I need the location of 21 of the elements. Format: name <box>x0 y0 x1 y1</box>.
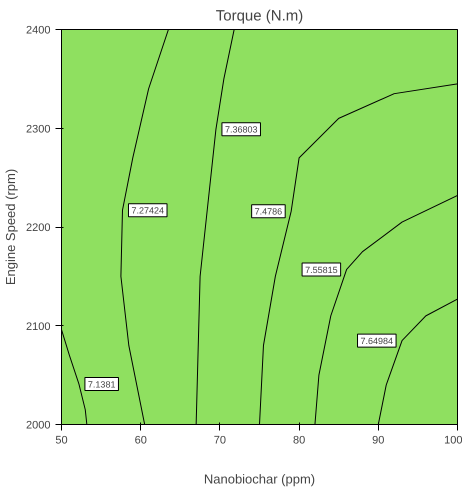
line-series <box>62 329 88 424</box>
series-label: 7.4786 <box>254 206 282 217</box>
series-label: 7.1381 <box>88 380 116 390</box>
x-tick-label: 70 <box>214 434 226 446</box>
x-tick-label: 60 <box>134 434 147 446</box>
y-tick-label: 2200 <box>26 222 51 234</box>
x-tick-label: 50 <box>55 434 68 446</box>
series-label: 7.55815 <box>305 264 338 275</box>
y-axis-title: Engine Speed (rpm) <box>3 168 18 286</box>
y-tick-label: 2300 <box>26 123 51 136</box>
series-label: 7.36803 <box>224 124 258 135</box>
x-tick-label: 100 <box>444 434 462 446</box>
y-tick-label: 2400 <box>26 24 51 36</box>
y-tick-label: 2100 <box>26 320 51 333</box>
x-tick-label: 90 <box>372 434 384 446</box>
series-label: 7.64984 <box>360 336 394 346</box>
y-tick-label: 2000 <box>26 420 51 432</box>
x-tick-label: 80 <box>292 434 306 446</box>
chart-title: Torque (N.m) <box>216 8 304 24</box>
series-label: 7.27424 <box>131 206 164 216</box>
x-axis-title: Nanobiochar (ppm) <box>204 472 316 486</box>
